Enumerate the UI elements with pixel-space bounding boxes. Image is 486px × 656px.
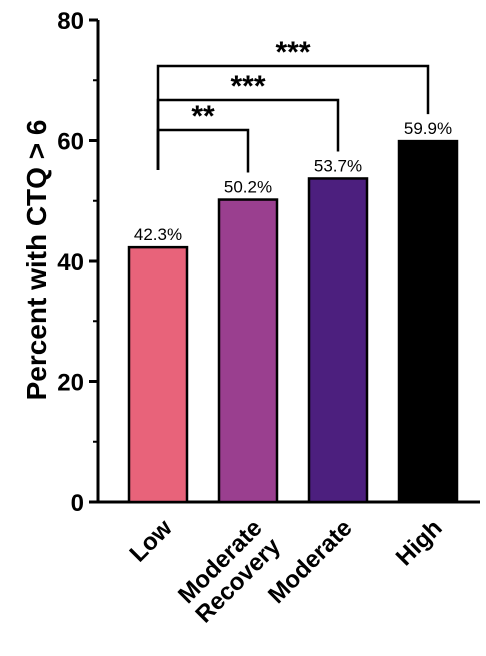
y-tick-label: 20	[57, 370, 84, 397]
y-tick-label: 60	[57, 129, 84, 156]
bar-value-label: 50.2%	[224, 178, 272, 197]
y-tick-label: 0	[71, 490, 84, 517]
bar	[217, 198, 279, 504]
bars	[127, 139, 459, 504]
bar-value-label: 42.3%	[134, 225, 182, 244]
category-label: High	[391, 514, 448, 571]
y-tick-label: 40	[57, 249, 84, 276]
significance-label: ***	[230, 70, 265, 103]
significance-bracket	[156, 64, 430, 170]
bar-value-label: 53.7%	[314, 156, 362, 175]
significance-label: **	[191, 100, 215, 133]
bar-value-label: 59.9%	[404, 119, 452, 138]
category-label: Moderate	[263, 514, 358, 609]
category-label: ModerateRecovery	[172, 514, 286, 628]
y-axis-title: Percent with CTQ > 6	[21, 120, 52, 401]
bar	[397, 139, 459, 504]
category-label-line: Low	[125, 514, 178, 567]
y-axis-label: Percent with CTQ > 6	[21, 120, 52, 401]
significance-bracket	[156, 128, 250, 173]
data-labels: 42.3% 50.2% 53.7% 59.9%	[134, 119, 452, 244]
category-label-line: High	[391, 514, 448, 571]
bar	[307, 177, 369, 504]
significance-label: ***	[275, 36, 310, 69]
y-axis-ticks: 0 20 40 60 80	[57, 8, 98, 517]
significance-brackets: ********	[156, 36, 430, 173]
y-tick-label: 80	[57, 8, 84, 35]
bar	[127, 245, 189, 504]
category-label-line: Moderate	[263, 514, 358, 609]
category-label: Low	[125, 514, 178, 567]
